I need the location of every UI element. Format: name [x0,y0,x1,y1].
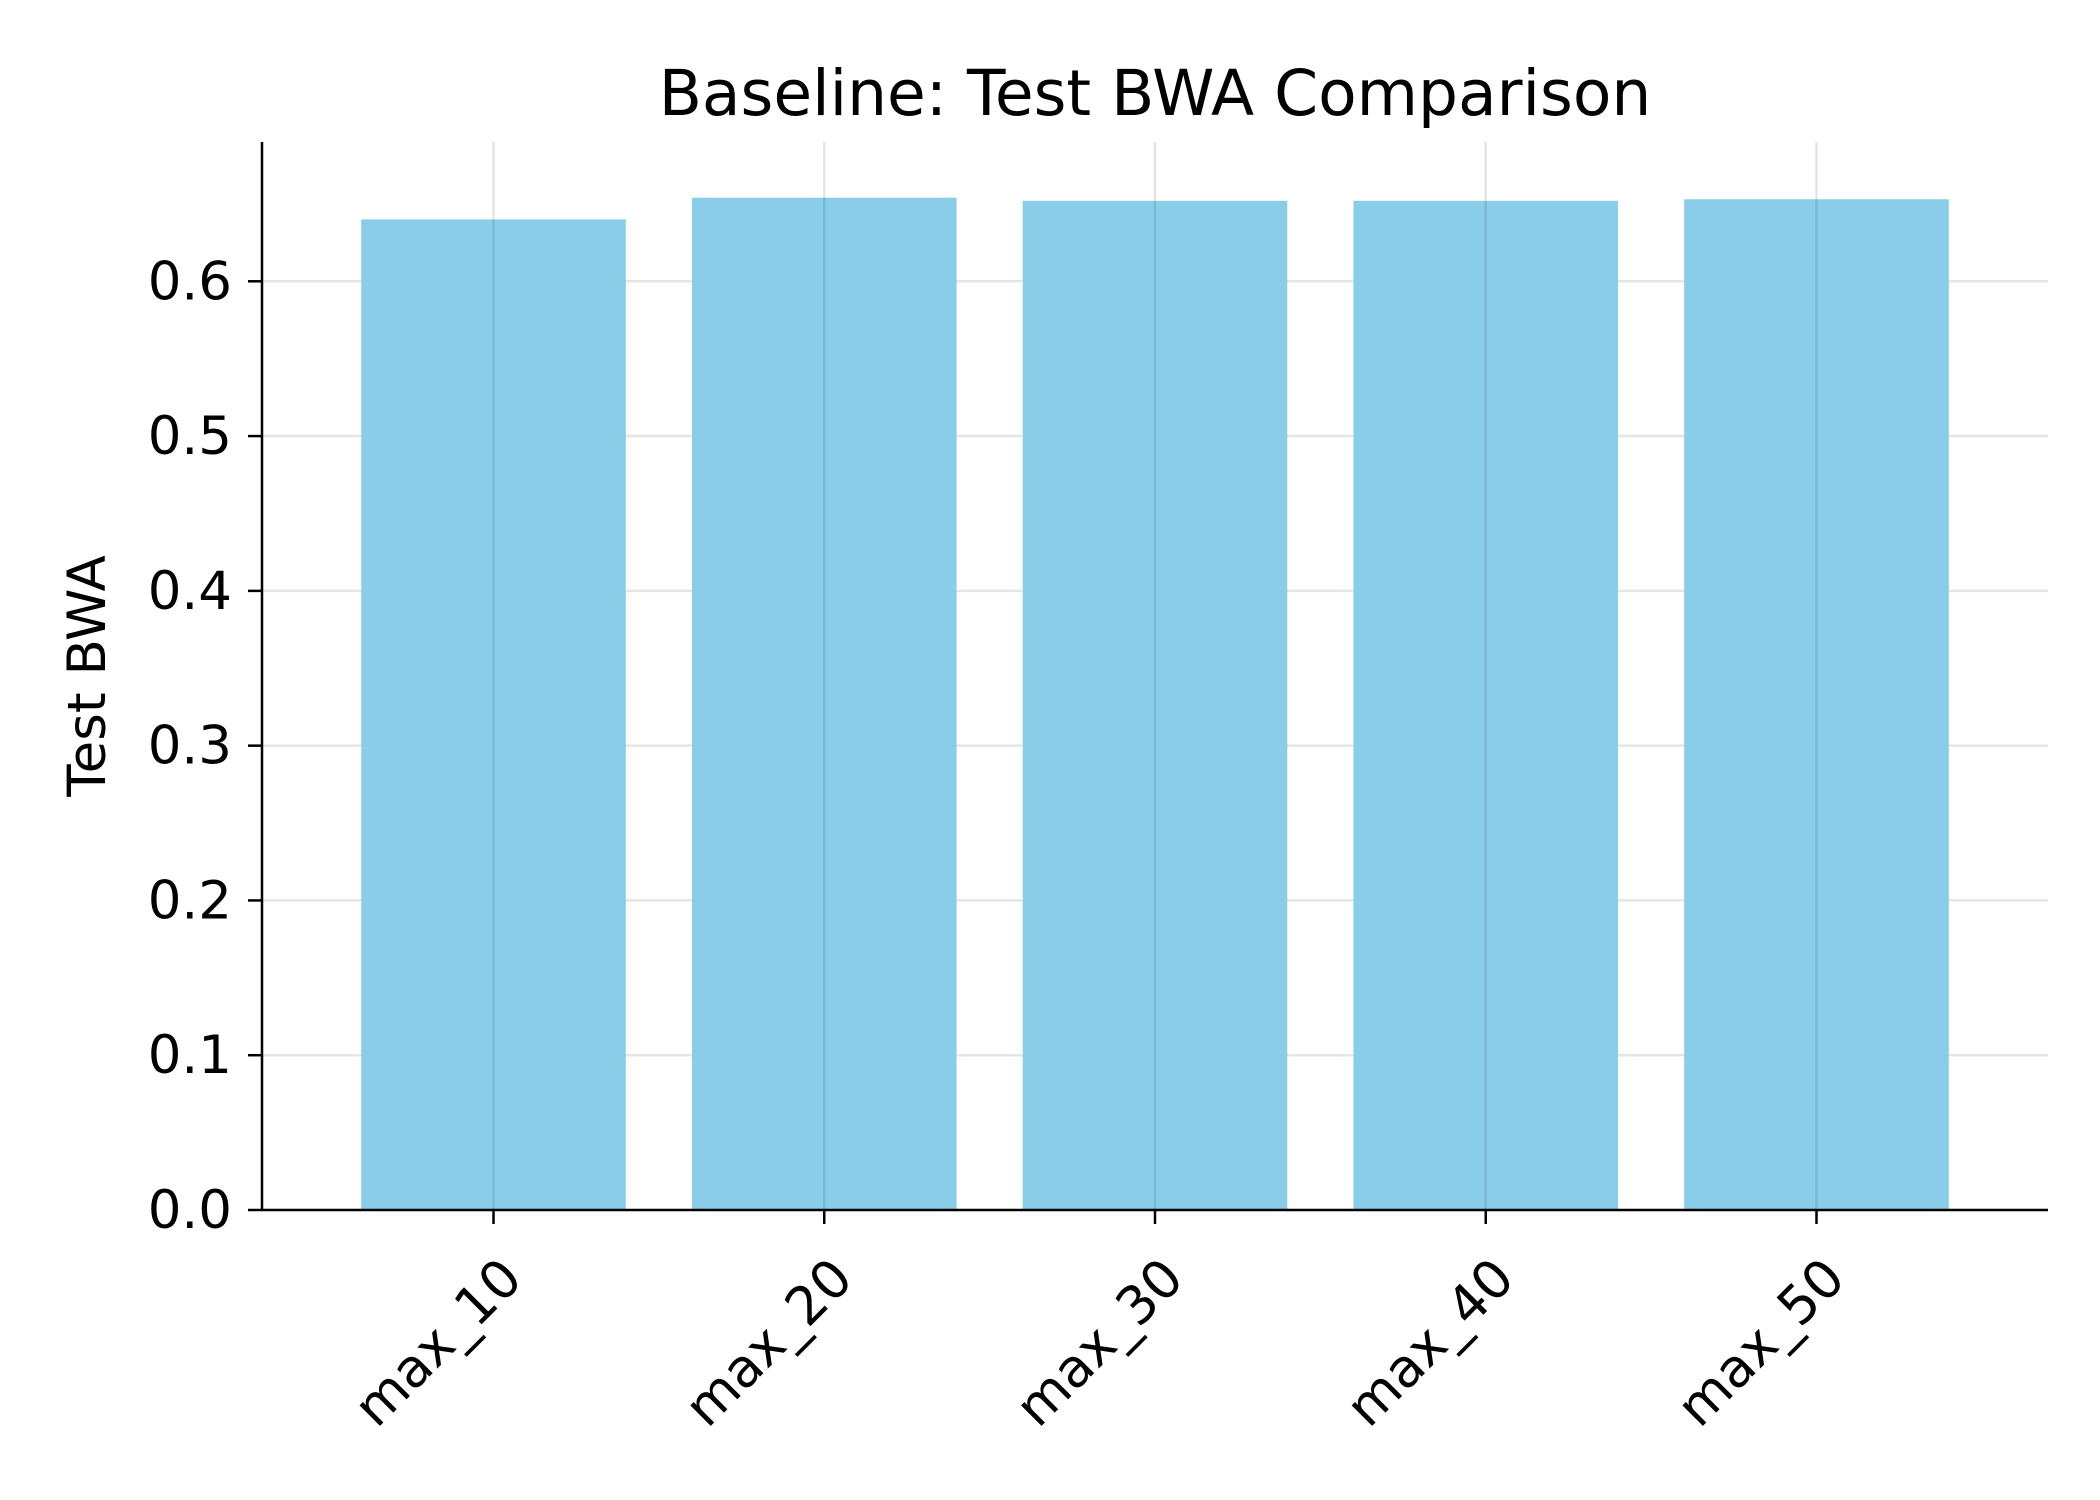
bars [361,142,1949,1211]
bar-max_10 [361,219,626,1211]
x-tick-label: max_20 [673,1247,864,1438]
bar-max_30 [1022,200,1288,1211]
y-tick-label: 0.5 [148,406,232,467]
y-tick-label: 0.2 [148,870,232,931]
x-tick-label: max_10 [343,1247,534,1438]
y-tick-label: 0.3 [148,716,232,777]
x-tick-label: max_30 [1004,1247,1195,1438]
y-tick-label: 0.0 [148,1180,232,1241]
bar-max_20 [691,197,957,1210]
y-tick-label: 0.4 [148,561,232,622]
bar-max_50 [1684,199,1949,1211]
y-tick-label: 0.1 [148,1025,232,1086]
chart-title: Baseline: Test BWA Comparison [659,57,1652,130]
y-axis-label: Test BWA [57,555,118,797]
x-tick-label: max_50 [1666,1247,1857,1438]
bar-max_40 [1353,200,1619,1211]
x-tick-label: max_40 [1335,1247,1526,1438]
y-tick-label: 0.6 [148,251,232,312]
